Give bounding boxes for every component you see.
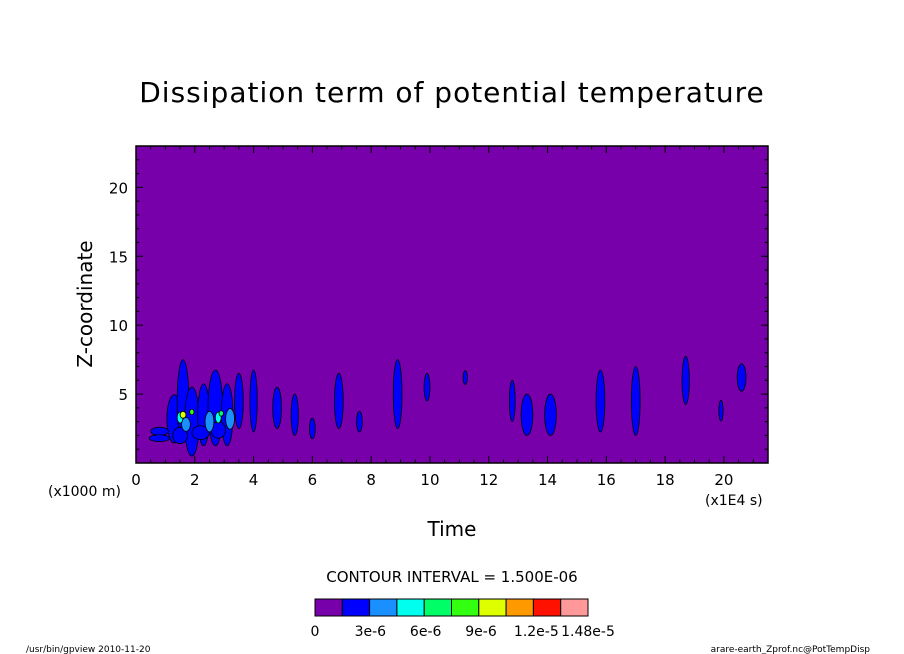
colorbar-swatch xyxy=(423,598,453,617)
x-tick-label: 0 xyxy=(131,471,141,489)
contour-cell xyxy=(150,426,169,436)
contour-cell xyxy=(520,393,534,436)
colorbar-swatch xyxy=(369,598,398,617)
x-tick-label: 10 xyxy=(420,471,439,489)
contour-cell xyxy=(181,417,191,432)
contour-cell xyxy=(508,379,516,423)
colorbar-swatch xyxy=(505,598,534,617)
colorbar-swatch xyxy=(451,598,480,617)
contour-cell xyxy=(334,373,344,429)
x-axis-label: Time xyxy=(427,517,477,541)
y-axis-unit: (x1000 m) xyxy=(48,484,121,500)
colorbar-label: 9e-6 xyxy=(465,624,497,640)
x-tick-label: 12 xyxy=(479,471,498,489)
contour-cell xyxy=(189,408,195,416)
colorbar-swatch xyxy=(396,598,425,617)
colorbar-swatch xyxy=(560,598,589,617)
plot-frame xyxy=(135,145,769,464)
contour-cell xyxy=(290,393,299,436)
y-axis-label: Z-coordinate xyxy=(73,240,97,367)
contour-cell xyxy=(172,426,188,445)
contour-cell xyxy=(595,369,606,433)
contour-cell xyxy=(272,386,282,429)
footer-right: arare-earth_Zprof.nc@PotTempDisp xyxy=(711,645,871,654)
colorbar-label: 3e-6 xyxy=(355,624,387,640)
colorbar-label: 6e-6 xyxy=(410,624,442,640)
colorbar-label: 1.48e-5 xyxy=(561,624,615,640)
x-tick-label: 4 xyxy=(249,471,259,489)
contour-interval-text: CONTOUR INTERVAL = 1.500E-06 xyxy=(326,568,577,586)
contour-cell xyxy=(681,355,690,405)
contour-cell xyxy=(148,434,171,443)
y-tick-label: 15 xyxy=(109,248,128,266)
colorbar-label: 1.2e-5 xyxy=(514,624,559,640)
colorbar-swatch xyxy=(478,598,507,617)
x-axis-ticks: 0 2 4 6 8 10 12 14 16 18 20 xyxy=(131,146,754,489)
contour-cell xyxy=(630,366,641,436)
contour-cell xyxy=(191,425,210,440)
contour-cell xyxy=(356,410,363,433)
x-tick-label: 6 xyxy=(308,471,318,489)
colorbar xyxy=(314,598,589,617)
contour-cell xyxy=(423,373,431,402)
contour-cell xyxy=(218,410,224,417)
y-tick-label: 10 xyxy=(109,317,128,335)
contour-cell xyxy=(234,373,244,429)
y-tick-label: 5 xyxy=(118,386,128,404)
x-tick-label: 14 xyxy=(538,471,557,489)
contour-cell xyxy=(309,417,316,440)
chart-title: Dissipation term of potential temperatur… xyxy=(139,76,765,109)
x-axis-unit: (x1E4 s) xyxy=(705,493,763,509)
footer-left: /usr/bin/gpview 2010-11-20 xyxy=(26,645,151,654)
colorbar-labels: 0 3e-6 6e-6 9e-6 1.2e-5 1.48e-5 xyxy=(311,624,615,640)
x-tick-label: 16 xyxy=(597,471,616,489)
contour-cells xyxy=(148,355,747,457)
contour-cell xyxy=(544,393,557,436)
contour-cell xyxy=(392,359,403,429)
contour-cell xyxy=(462,370,468,385)
contour-cell xyxy=(204,410,215,433)
x-tick-label: 20 xyxy=(714,471,733,489)
x-tick-label: 2 xyxy=(190,471,200,489)
colorbar-swatch xyxy=(532,598,562,617)
contour-cell xyxy=(179,410,187,419)
colorbar-swatch xyxy=(314,598,343,617)
contour-cell xyxy=(249,369,258,433)
contour-cell xyxy=(718,399,724,422)
x-tick-label: 18 xyxy=(656,471,675,489)
x-tick-label: 8 xyxy=(366,471,376,489)
contour-cell xyxy=(736,363,747,392)
y-tick-label: 20 xyxy=(109,179,128,197)
contour-cell xyxy=(225,408,235,430)
colorbar-swatch xyxy=(341,598,371,617)
y-axis-ticks: 5 10 15 20 xyxy=(109,159,768,450)
colorbar-label: 0 xyxy=(311,624,320,640)
